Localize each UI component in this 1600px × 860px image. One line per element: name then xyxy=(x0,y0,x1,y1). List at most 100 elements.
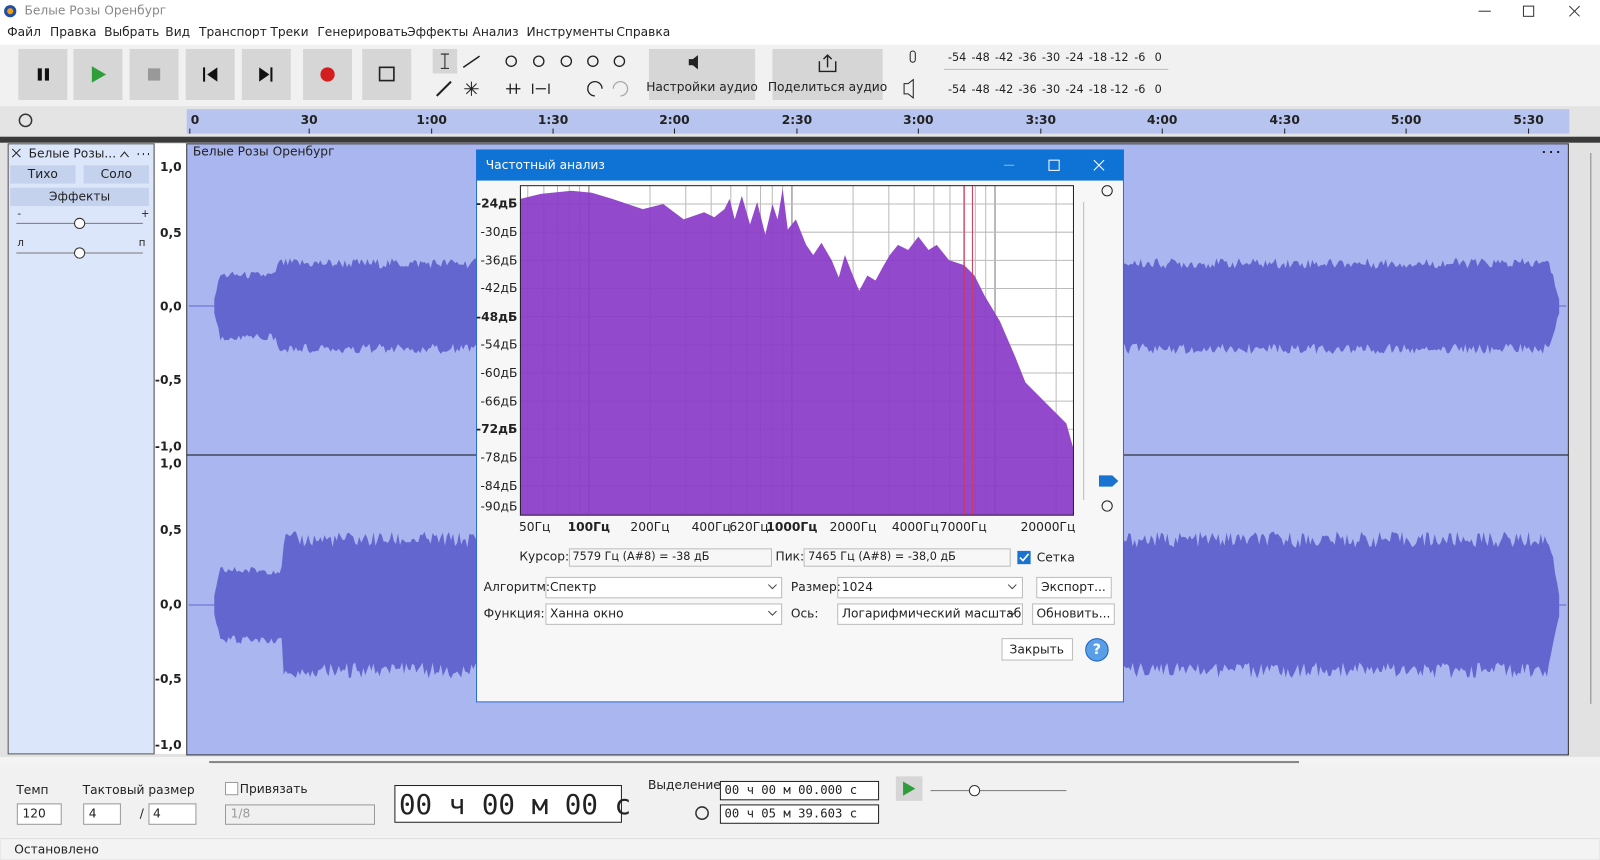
slider-label: л xyxy=(17,238,24,249)
zoom-out[interactable] xyxy=(533,55,545,67)
trim-tool[interactable] xyxy=(506,83,521,94)
function-select[interactable] xyxy=(545,603,783,625)
pan-knob[interactable] xyxy=(73,247,86,259)
menu-item[interactable]: Генерировать xyxy=(317,25,408,39)
menu-item[interactable]: Инструменты xyxy=(527,25,615,39)
bottom-toolbar xyxy=(0,765,1600,837)
tempo-field[interactable] xyxy=(16,803,62,825)
menu-item[interactable]: Треки xyxy=(269,25,308,39)
select-value[interactable]: Логарифмический масштаб xyxy=(842,607,1021,621)
menu-item[interactable]: Выбрать xyxy=(104,25,159,39)
spectrum-area xyxy=(520,188,1074,516)
solo-button[interactable] xyxy=(83,165,149,184)
field-label: Тактовый размер xyxy=(82,783,195,797)
algorithm-select[interactable] xyxy=(545,576,783,599)
menu-item[interactable]: Справка xyxy=(616,25,670,39)
timeline-tick: 5:00 xyxy=(1391,113,1421,127)
envelope-tool[interactable] xyxy=(462,55,481,68)
field-value: 7579 Гц (A#8) = -38 дБ xyxy=(572,550,709,563)
field-label: Алгоритм: xyxy=(484,580,550,594)
fit-selection[interactable] xyxy=(560,55,573,67)
menu-item[interactable]: Эффекты xyxy=(407,25,468,39)
db-label: -54дБ xyxy=(480,337,517,351)
pause-button[interactable] xyxy=(18,48,68,100)
audio-settings-button[interactable] xyxy=(648,48,756,100)
beats-field[interactable] xyxy=(83,803,121,825)
timeline-tick: 2:30 xyxy=(782,113,812,127)
help-button[interactable] xyxy=(1085,638,1109,662)
button-label[interactable]: Закрыть xyxy=(1009,642,1064,656)
track-close[interactable] xyxy=(11,148,21,158)
loop-button[interactable] xyxy=(362,48,412,100)
speed-knob[interactable] xyxy=(968,785,981,797)
track-collapse[interactable] xyxy=(120,151,129,158)
zoom-thumb[interactable] xyxy=(1098,475,1119,487)
select-value[interactable]: 1024 xyxy=(842,580,873,594)
track-name: Белые Розы... xyxy=(29,147,117,161)
selection-end: 00 ч 05 м 39.603 с xyxy=(724,807,857,821)
snap-select[interactable] xyxy=(225,804,375,825)
meter-tick: -12 xyxy=(1110,51,1128,64)
redo-button[interactable] xyxy=(612,80,629,97)
meter-tick: -42 xyxy=(995,51,1013,64)
size-select[interactable] xyxy=(837,576,1023,599)
button-label: Поделиться аудио xyxy=(768,80,887,94)
draw-tool[interactable] xyxy=(436,80,452,97)
zoom-toggle[interactable] xyxy=(613,55,626,67)
silence-tool[interactable] xyxy=(531,83,550,94)
fit-project[interactable] xyxy=(587,55,599,67)
timeline-settings[interactable] xyxy=(18,113,33,128)
zoom-out-icon[interactable] xyxy=(1101,500,1113,512)
menu-item[interactable]: Вид xyxy=(165,25,190,39)
menu-item[interactable]: Правка xyxy=(50,25,97,39)
menu-item[interactable]: Файл xyxy=(7,25,41,39)
mute-button[interactable] xyxy=(10,165,76,184)
multi-tool[interactable] xyxy=(464,81,479,96)
undo-button[interactable] xyxy=(587,80,603,97)
pause-icon xyxy=(44,68,49,81)
share-icon xyxy=(818,54,837,73)
grid-checkbox[interactable] xyxy=(1017,550,1031,565)
ruler-shadow xyxy=(0,136,1600,143)
select-tool-icon xyxy=(440,53,449,69)
dialog-maximize[interactable] xyxy=(1048,159,1060,171)
window-title: Белые Розы Оренбург xyxy=(24,4,166,18)
dialog-controls xyxy=(545,548,1115,661)
gain-knob[interactable] xyxy=(73,217,86,230)
button-label[interactable]: Экспорт... xyxy=(1041,580,1106,594)
zoom-in-icon[interactable] xyxy=(1101,185,1113,197)
freq-label: 200Гц xyxy=(630,520,669,534)
snap-checkbox[interactable] xyxy=(225,781,239,796)
effects-button[interactable] xyxy=(10,187,149,207)
checkbox-label: Привязать xyxy=(240,782,308,796)
field-label: Функция: xyxy=(484,607,545,621)
loop-icon xyxy=(378,66,395,82)
help-label[interactable]: ? xyxy=(1093,642,1101,658)
close-button[interactable] xyxy=(1569,5,1580,17)
selection-settings[interactable] xyxy=(695,806,709,820)
menu-item[interactable]: Анализ xyxy=(472,25,518,39)
close-button[interactable] xyxy=(1001,638,1073,661)
skip-start-icon xyxy=(203,67,218,82)
menu-item[interactable]: Транспорт xyxy=(198,25,267,39)
zoom-in[interactable] xyxy=(505,55,517,67)
checkbox-label: Сетка xyxy=(1037,551,1075,565)
restore-button[interactable] xyxy=(1522,5,1535,17)
update-button[interactable] xyxy=(1032,603,1115,625)
select-value[interactable]: Спектр xyxy=(550,580,597,594)
axis-select[interactable] xyxy=(837,603,1023,625)
time-display[interactable] xyxy=(394,785,622,823)
select-value[interactable]: Ханна окно xyxy=(550,607,624,621)
dialog-close[interactable] xyxy=(1093,159,1105,171)
field-label: Ось: xyxy=(791,607,819,621)
record-icon xyxy=(320,67,335,82)
export-button[interactable] xyxy=(1036,576,1112,599)
title-bar xyxy=(0,0,1600,45)
field-label: Темп xyxy=(15,783,48,797)
selection-end-field[interactable] xyxy=(719,804,880,824)
timeline[interactable] xyxy=(186,109,1570,134)
meter-tick: -6 xyxy=(1134,83,1145,96)
selection-start-field[interactable] xyxy=(719,780,880,801)
beat-unit-field[interactable] xyxy=(148,803,197,825)
button-label[interactable]: Обновить... xyxy=(1037,607,1111,621)
